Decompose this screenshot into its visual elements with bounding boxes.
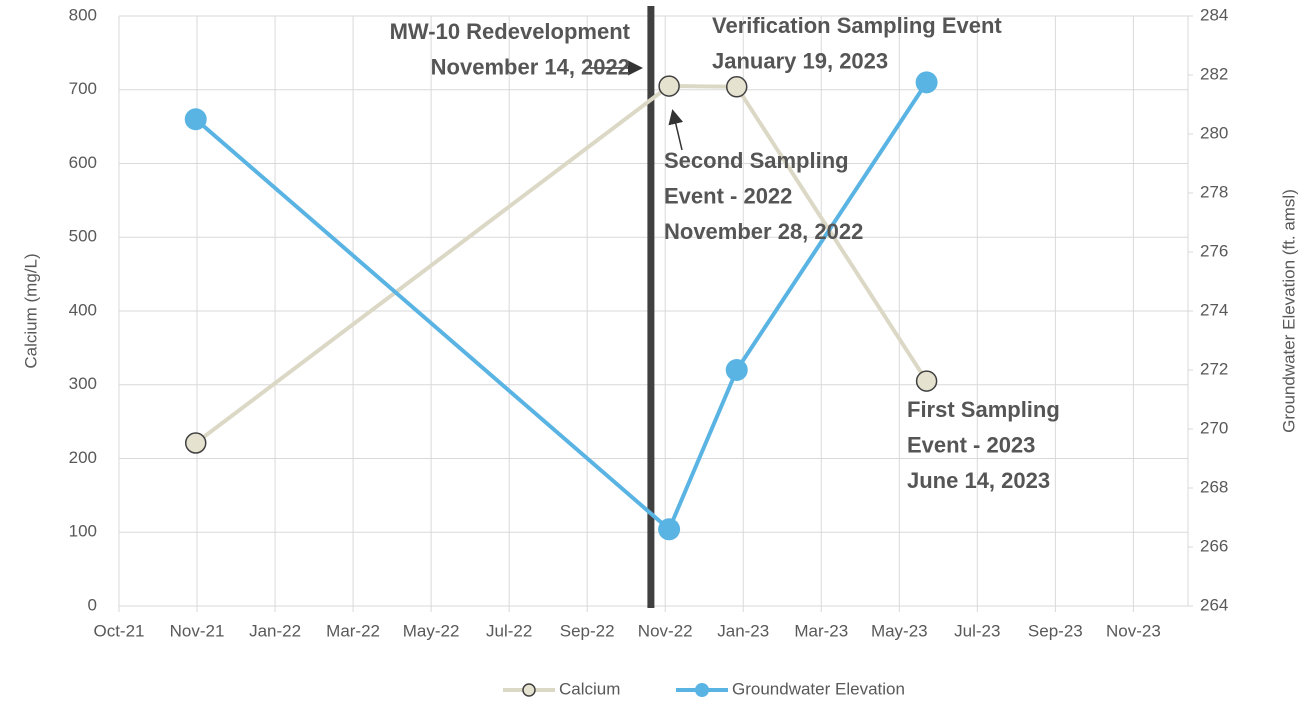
annotation: November 14, 2022 — [431, 54, 630, 79]
data-point — [184, 432, 207, 454]
x-tick-label: Nov-23 — [1106, 621, 1161, 640]
x-tick-label: Jul-22 — [486, 621, 532, 640]
x-tick-label: Nov-21 — [170, 621, 225, 640]
y2-tick-label: 278 — [1200, 182, 1228, 201]
x-tick-label: Mar-22 — [326, 621, 380, 640]
y2-tick-label: 274 — [1200, 300, 1228, 319]
annotation: June 14, 2023 — [907, 468, 1050, 493]
y2-tick-label: 282 — [1200, 64, 1228, 83]
annotation: Event - 2022 — [664, 183, 792, 208]
y2-tick-label: 276 — [1200, 241, 1228, 260]
y-tick-label: 100 — [69, 522, 97, 541]
y2-tick-label: 284 — [1200, 5, 1228, 24]
annotation: MW-10 Redevelopment — [390, 19, 631, 44]
legend-marker — [522, 683, 536, 697]
data-point — [184, 108, 207, 131]
annotation: Event - 2023 — [907, 432, 1035, 457]
y2-tick-label: 280 — [1200, 123, 1228, 142]
x-tick-label: Sep-22 — [560, 621, 615, 640]
annotation: January 19, 2023 — [712, 48, 888, 73]
y-tick-label: 700 — [69, 79, 97, 98]
y2-axis-title: Groundwater Elevation (ft. amsl) — [1279, 189, 1298, 433]
y-axis-title: Calcium (mg/L) — [21, 253, 40, 368]
annotation: Second Sampling — [664, 148, 849, 173]
y-tick-label: 800 — [69, 5, 97, 24]
y-tick-label: 400 — [69, 300, 97, 319]
y2-tick-label: 266 — [1200, 536, 1228, 555]
annotation: November 28, 2022 — [664, 219, 863, 244]
data-point — [658, 75, 680, 97]
legend-label: Groundwater Elevation — [732, 679, 905, 698]
legend-marker — [695, 683, 709, 697]
y-tick-label: 600 — [69, 153, 97, 172]
y2-tick-label: 268 — [1200, 477, 1228, 496]
x-tick-label: Nov-22 — [638, 621, 693, 640]
x-tick-label: Mar-23 — [794, 621, 848, 640]
y-tick-label: 300 — [69, 374, 97, 393]
y-tick-label: 500 — [69, 227, 97, 246]
annotation: Verification Sampling Event — [712, 13, 1002, 38]
y2-tick-label: 272 — [1200, 359, 1228, 378]
y2-tick-label: 264 — [1200, 595, 1228, 614]
data-point — [725, 76, 748, 98]
x-tick-label: Jan-23 — [717, 621, 769, 640]
x-tick-label: Oct-21 — [93, 621, 144, 640]
series-line — [194, 81, 929, 533]
x-tick-label: Jan-22 — [249, 621, 301, 640]
y2-tick-label: 270 — [1200, 418, 1228, 437]
x-tick-label: Sep-23 — [1028, 621, 1083, 640]
x-tick-label: Jul-23 — [954, 621, 1000, 640]
series-line — [194, 84, 929, 445]
legend-label: Calcium — [559, 679, 620, 698]
y-tick-label: 0 — [88, 595, 97, 614]
data-point — [658, 518, 681, 541]
annotation-arrow — [668, 109, 684, 151]
data-point — [915, 71, 938, 94]
x-tick-label: May-22 — [403, 621, 460, 640]
data-point — [915, 370, 938, 392]
y-tick-label: 200 — [69, 448, 97, 467]
x-tick-label: May-23 — [871, 621, 928, 640]
annotation: First Sampling — [907, 397, 1060, 422]
data-point — [725, 359, 748, 381]
